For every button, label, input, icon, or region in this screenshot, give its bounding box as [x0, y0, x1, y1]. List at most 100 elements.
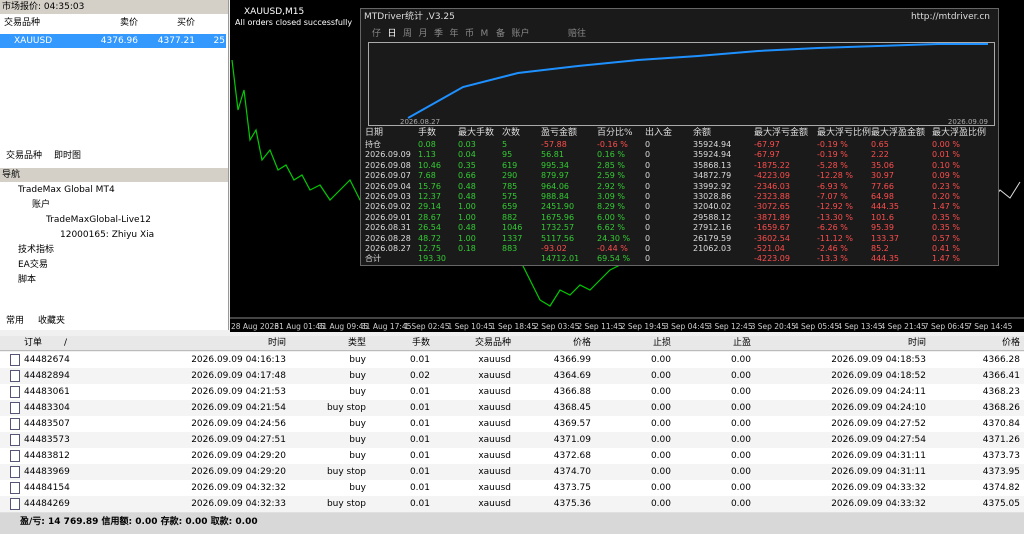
cell: 0.65 — [871, 140, 889, 149]
cell: xauusd — [478, 387, 511, 397]
cell: 0.00 — [730, 387, 751, 397]
cell: 35924.94 — [693, 140, 732, 149]
cell: -11.12 % — [817, 233, 853, 243]
cell: 4373.75 — [553, 483, 591, 493]
chart-symbol: XAUUSD,M15 — [244, 7, 305, 17]
tab[interactable]: 年 — [449, 29, 459, 39]
cell: 0.00 — [650, 403, 671, 413]
cell: 0.35 — [458, 160, 476, 170]
tab[interactable]: 账户 — [511, 29, 530, 39]
cell: buy — [349, 355, 366, 365]
cell: 0.03 — [458, 140, 476, 149]
tab[interactable]: 日 — [387, 29, 397, 39]
x-axis-label: 2 Sep 11:45 — [577, 322, 623, 331]
cell: 0.18 — [458, 244, 476, 253]
tab[interactable]: 收藏夹 — [38, 316, 66, 326]
tree-item[interactable]: 账户 — [32, 200, 51, 210]
cell: -13.3 % — [817, 254, 848, 264]
cell: -2.46 % — [817, 244, 848, 253]
tab[interactable]: 月 — [418, 29, 428, 39]
cell: 0 — [645, 212, 651, 222]
cell: -1875.22 — [754, 160, 790, 170]
cell: 2026.09.07 — [365, 171, 411, 181]
column-header: 最大手数 — [458, 128, 495, 138]
cell: 77.66 — [871, 181, 894, 191]
column-header[interactable]: 手数 — [411, 338, 430, 348]
cell: 0.00 — [650, 435, 671, 445]
tab[interactable]: 备 — [496, 29, 506, 39]
cell: 0.00 — [650, 483, 671, 493]
cell: 1.47 % — [932, 202, 960, 212]
cell: 26179.59 — [693, 233, 732, 243]
tab[interactable]: 常用 — [6, 316, 25, 326]
cell: 4373.95 — [982, 467, 1020, 477]
cell: 33992.92 — [693, 181, 732, 191]
cell: -5.28 % — [817, 160, 848, 170]
cell: 0.41 % — [932, 244, 960, 253]
cell: 44483812 — [24, 451, 70, 461]
cell: 24.30 % — [597, 233, 631, 243]
cell: 0.48 — [458, 181, 476, 191]
chart-message: All orders closed successfully — [235, 18, 353, 27]
column-header[interactable]: 类型 — [347, 338, 366, 348]
column-header[interactable]: 止损 — [652, 338, 671, 348]
cell: 0.02 — [409, 371, 430, 381]
link[interactable]: http://mtdriver.cn — [910, 12, 990, 22]
cell: 2026.09.09 04:33:32 — [831, 483, 926, 493]
cell: 0.00 — [730, 499, 751, 509]
cell: 0.00 — [730, 483, 751, 493]
cell: 1732.57 — [541, 223, 575, 233]
cell: 2026.09.09 04:32:33 — [191, 499, 286, 509]
column-header[interactable]: 止盈 — [732, 338, 751, 348]
cell: 4366.28 — [982, 355, 1020, 365]
tree-item[interactable]: 脚本 — [18, 275, 37, 285]
cell: 5117.56 — [541, 233, 575, 243]
column-header[interactable]: 订单 — [24, 338, 43, 348]
cell: 0.10 % — [932, 160, 960, 170]
cell: -1659.67 — [754, 223, 790, 233]
column-header[interactable]: 交易品种 — [474, 338, 511, 348]
x-axis-label: 7 Sep 14:45 — [967, 322, 1013, 331]
curve-frame — [368, 42, 995, 126]
tab[interactable]: 交易品种 — [6, 151, 43, 161]
column-header[interactable]: 时间 — [907, 338, 926, 348]
x-axis-label: 1 Sep 18:45 — [490, 322, 537, 331]
cell: 4368.45 — [553, 403, 591, 413]
tab[interactable]: 币 — [465, 29, 475, 39]
cell: -0.44 % — [597, 244, 628, 253]
x-axis-label: 3 Sep 04:45 — [664, 322, 710, 331]
cell: 0 — [645, 171, 651, 181]
status: 盈/亏: 14 769.89 信用额: 0.00 存款: 0.00 取款: 0.… — [20, 517, 258, 527]
column-header[interactable]: / — [64, 338, 68, 348]
column-header: 手数 — [418, 128, 437, 138]
order-row[interactable] — [0, 496, 1024, 513]
cell: 21062.03 — [693, 244, 732, 253]
cell: 44483573 — [24, 435, 70, 445]
column-header[interactable]: 时间 — [267, 338, 286, 348]
tab[interactable]: 即时图 — [54, 151, 82, 161]
cell: 2026.09.04 — [365, 181, 411, 191]
cell: 44482674 — [24, 355, 70, 365]
tab[interactable]: 赔往 — [568, 29, 587, 39]
column-header[interactable]: 价格 — [1001, 338, 1020, 348]
column-header: 最大浮盈金额 — [871, 128, 926, 138]
cell: 2026.09.09 04:24:56 — [191, 419, 286, 429]
tree-item[interactable]: EA交易 — [18, 260, 48, 270]
tree-item[interactable]: 技术指标 — [18, 245, 55, 255]
cell: 0 — [645, 150, 651, 160]
tree-item[interactable]: TradeMaxGlobal-Live12 — [46, 215, 152, 225]
cell: 2.59 % — [597, 171, 625, 181]
cell: 48.72 — [418, 233, 441, 243]
tab[interactable]: M — [480, 29, 489, 39]
tab[interactable]: 仔 — [372, 29, 382, 39]
cell: 0.66 — [458, 171, 476, 181]
tab[interactable]: 周 — [403, 29, 413, 39]
tree-item[interactable]: TradeMax Global MT4 — [18, 185, 115, 195]
cell: 0 — [645, 202, 651, 212]
cell: 35868.13 — [693, 160, 732, 170]
tree-item[interactable]: 12000165: Zhiyu Xia — [60, 230, 155, 240]
cell: 0.00 — [730, 451, 751, 461]
tab[interactable]: 季 — [434, 29, 444, 39]
column-header[interactable]: 价格 — [572, 338, 591, 348]
cell: 2026.09.02 — [365, 202, 411, 212]
